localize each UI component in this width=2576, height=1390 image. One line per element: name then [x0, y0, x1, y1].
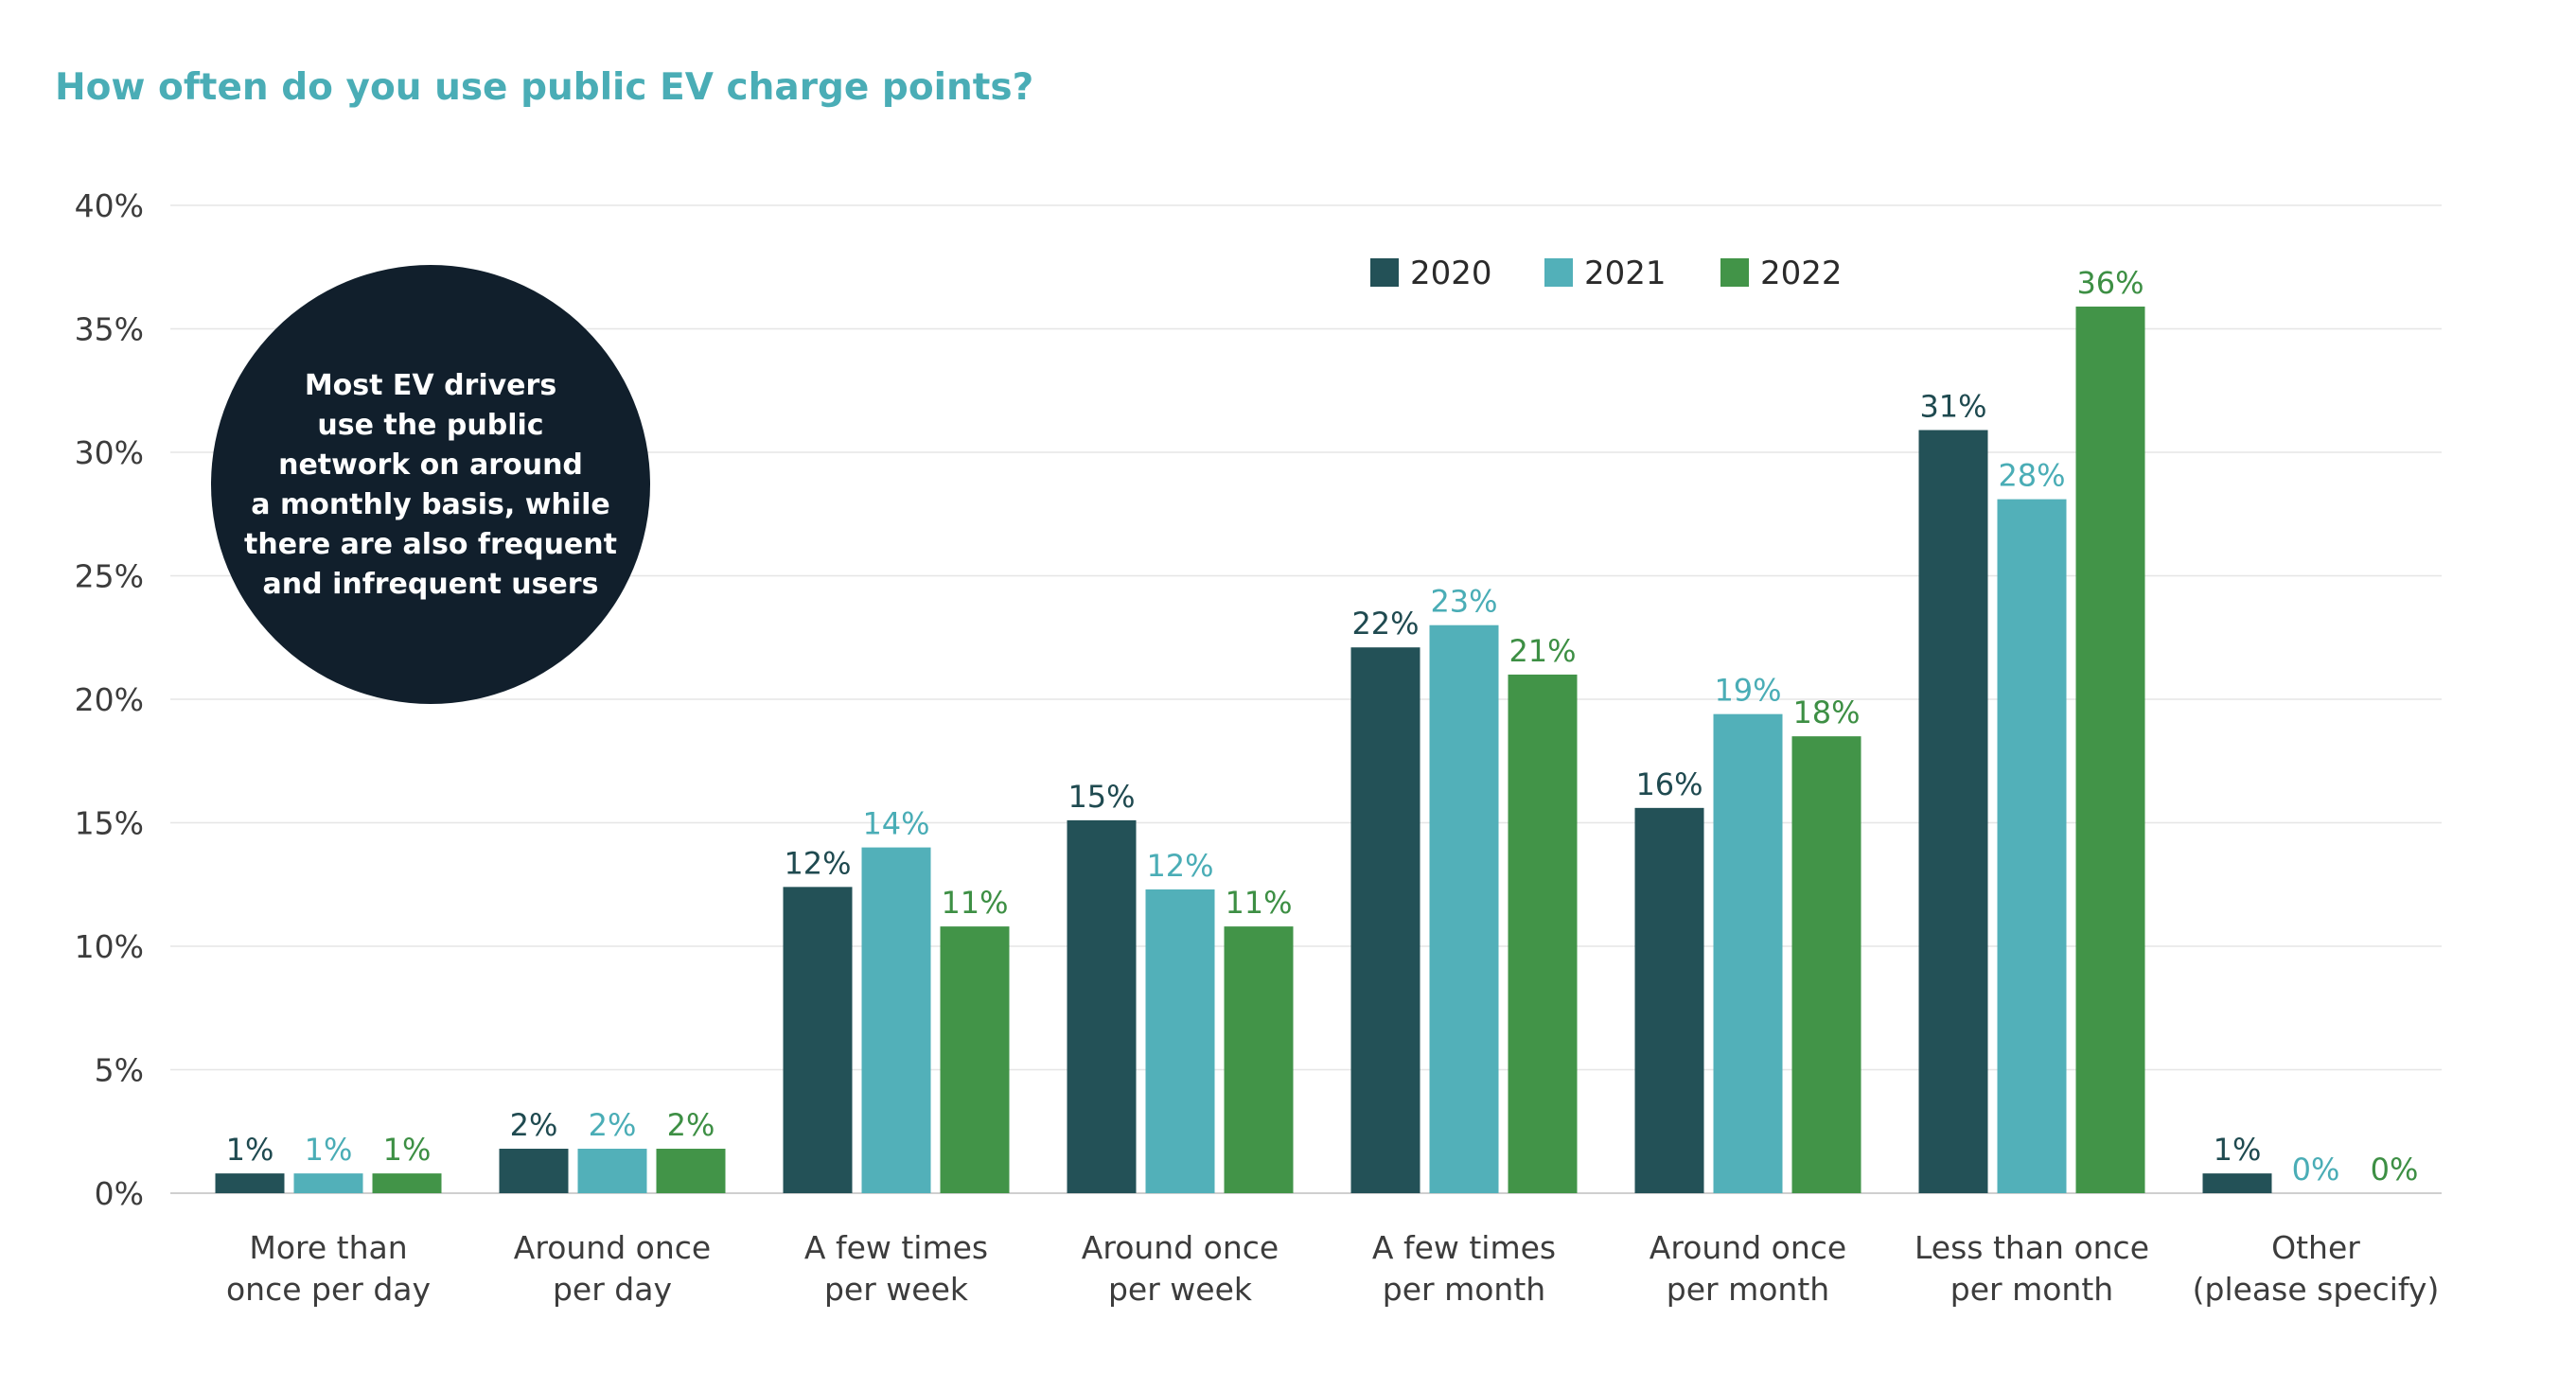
bar-2022 — [940, 926, 1010, 1193]
y-tick-label: 10% — [75, 928, 144, 965]
bar-2020 — [215, 1173, 285, 1193]
bar-2020 — [1918, 430, 1988, 1193]
y-tick-label: 5% — [95, 1052, 144, 1089]
data-label-2022: 36% — [2076, 265, 2144, 301]
x-category-label: Other — [2271, 1229, 2360, 1266]
bar-2021 — [293, 1173, 363, 1193]
callout-circle — [211, 265, 650, 704]
data-label-2021: 12% — [1146, 848, 1213, 884]
bar-2022 — [372, 1173, 442, 1193]
bar-2021 — [1429, 625, 1499, 1193]
bar-2021 — [1145, 889, 1215, 1193]
data-label-2020: 16% — [1635, 766, 1703, 802]
data-label-2022: 1% — [383, 1132, 432, 1168]
data-label-2020: 1% — [2214, 1132, 2262, 1168]
x-category-label: Around once — [1082, 1229, 1279, 1266]
data-label-2020: 2% — [510, 1107, 558, 1143]
x-category-label: per week — [824, 1271, 969, 1308]
legend-label-2022: 2022 — [1760, 255, 1843, 292]
data-label-2020: 31% — [1919, 389, 1986, 425]
x-category-label: Around once — [1650, 1229, 1846, 1266]
data-label-2021: 19% — [1714, 673, 1781, 709]
data-label-2020: 22% — [1351, 606, 1419, 642]
data-label-2022: 18% — [1792, 695, 1860, 730]
x-category-label: per month — [1383, 1271, 1545, 1308]
bar-2022 — [656, 1149, 726, 1193]
data-label-2022: 2% — [667, 1107, 715, 1143]
callout-text-line: a monthly basis, while — [251, 488, 609, 521]
x-category-label: A few times — [1372, 1229, 1556, 1266]
bar-2022 — [1508, 674, 1578, 1193]
bar-2020 — [783, 887, 853, 1193]
bars — [215, 307, 2272, 1193]
callout-text-line: there are also frequent — [244, 528, 617, 561]
callout-text-line: use the public — [317, 409, 543, 442]
legend-swatch-2020 — [1370, 258, 1399, 287]
chart-title: How often do you use public EV charge po… — [55, 66, 1034, 109]
data-label-2021: 14% — [862, 806, 929, 842]
legend-label-2021: 2021 — [1584, 255, 1667, 292]
x-category-label: (please specify) — [2193, 1271, 2440, 1308]
x-category-label: Around once — [514, 1229, 711, 1266]
data-label-2021: 23% — [1430, 584, 1497, 620]
x-axis-categories: More than once per day Around once per day A… — [226, 1229, 2439, 1308]
data-label-2020: 12% — [784, 845, 851, 881]
data-label-2021: 1% — [305, 1132, 353, 1168]
x-category-label: Less than once — [1914, 1229, 2149, 1266]
y-axis-ticks: 0% 5% 10% 15% 20% 25% 30% 35% 40% — [75, 187, 144, 1212]
y-tick-label: 40% — [75, 187, 144, 224]
data-label-2020: 1% — [226, 1132, 274, 1168]
legend-swatch-2021 — [1544, 258, 1573, 287]
x-category-label: A few times — [804, 1229, 988, 1266]
y-tick-label: 0% — [95, 1175, 144, 1212]
data-label-2021: 28% — [1998, 458, 2065, 494]
bar-2022 — [1791, 736, 1861, 1193]
callout-text-line: and infrequent users — [263, 568, 599, 601]
x-category-label: per month — [1950, 1271, 2113, 1308]
bar-2021 — [1997, 499, 2067, 1193]
bar-2021 — [861, 847, 931, 1193]
y-tick-label: 25% — [75, 558, 144, 595]
data-label-2021: 0% — [2292, 1152, 2340, 1188]
x-category-label: More than — [249, 1229, 407, 1266]
callout-text-line: network on around — [278, 449, 583, 482]
callout: Most EV drivers use the public network on … — [211, 265, 650, 704]
data-label-2022: 11% — [941, 885, 1008, 921]
x-category-label: per week — [1108, 1271, 1253, 1308]
x-category-label: once per day — [226, 1271, 431, 1308]
data-label-2022: 0% — [2371, 1152, 2419, 1188]
y-tick-label: 35% — [75, 311, 144, 348]
bar-2020 — [1350, 647, 1420, 1193]
y-tick-label: 20% — [75, 681, 144, 718]
data-label-2021: 2% — [589, 1107, 637, 1143]
data-labels: 1% 1% 1% 2% 2% 2% 12% 14% 11% 15% 12% 11% 22% 23% 21% 1… — [226, 265, 2419, 1188]
data-label-2022: 21% — [1509, 633, 1576, 669]
legend: 2020 2021 2022 — [1370, 255, 1843, 292]
bar-2021 — [1713, 713, 1783, 1193]
legend-swatch-2022 — [1720, 258, 1749, 287]
y-tick-label: 30% — [75, 434, 144, 471]
bar-2022 — [2075, 307, 2145, 1193]
bar-2022 — [1224, 926, 1294, 1193]
legend-label-2020: 2020 — [1410, 255, 1492, 292]
x-category-label: per day — [553, 1271, 672, 1308]
callout-text-line: Most EV drivers — [305, 369, 556, 402]
bar-2020 — [1634, 807, 1704, 1193]
bar-2020 — [499, 1149, 569, 1193]
y-tick-label: 15% — [75, 805, 144, 842]
x-category-label: per month — [1667, 1271, 1829, 1308]
data-label-2020: 15% — [1067, 779, 1135, 815]
data-label-2022: 11% — [1225, 885, 1292, 921]
bar-2020 — [2202, 1173, 2272, 1193]
bar-2021 — [577, 1149, 647, 1193]
bar-2020 — [1067, 819, 1137, 1193]
